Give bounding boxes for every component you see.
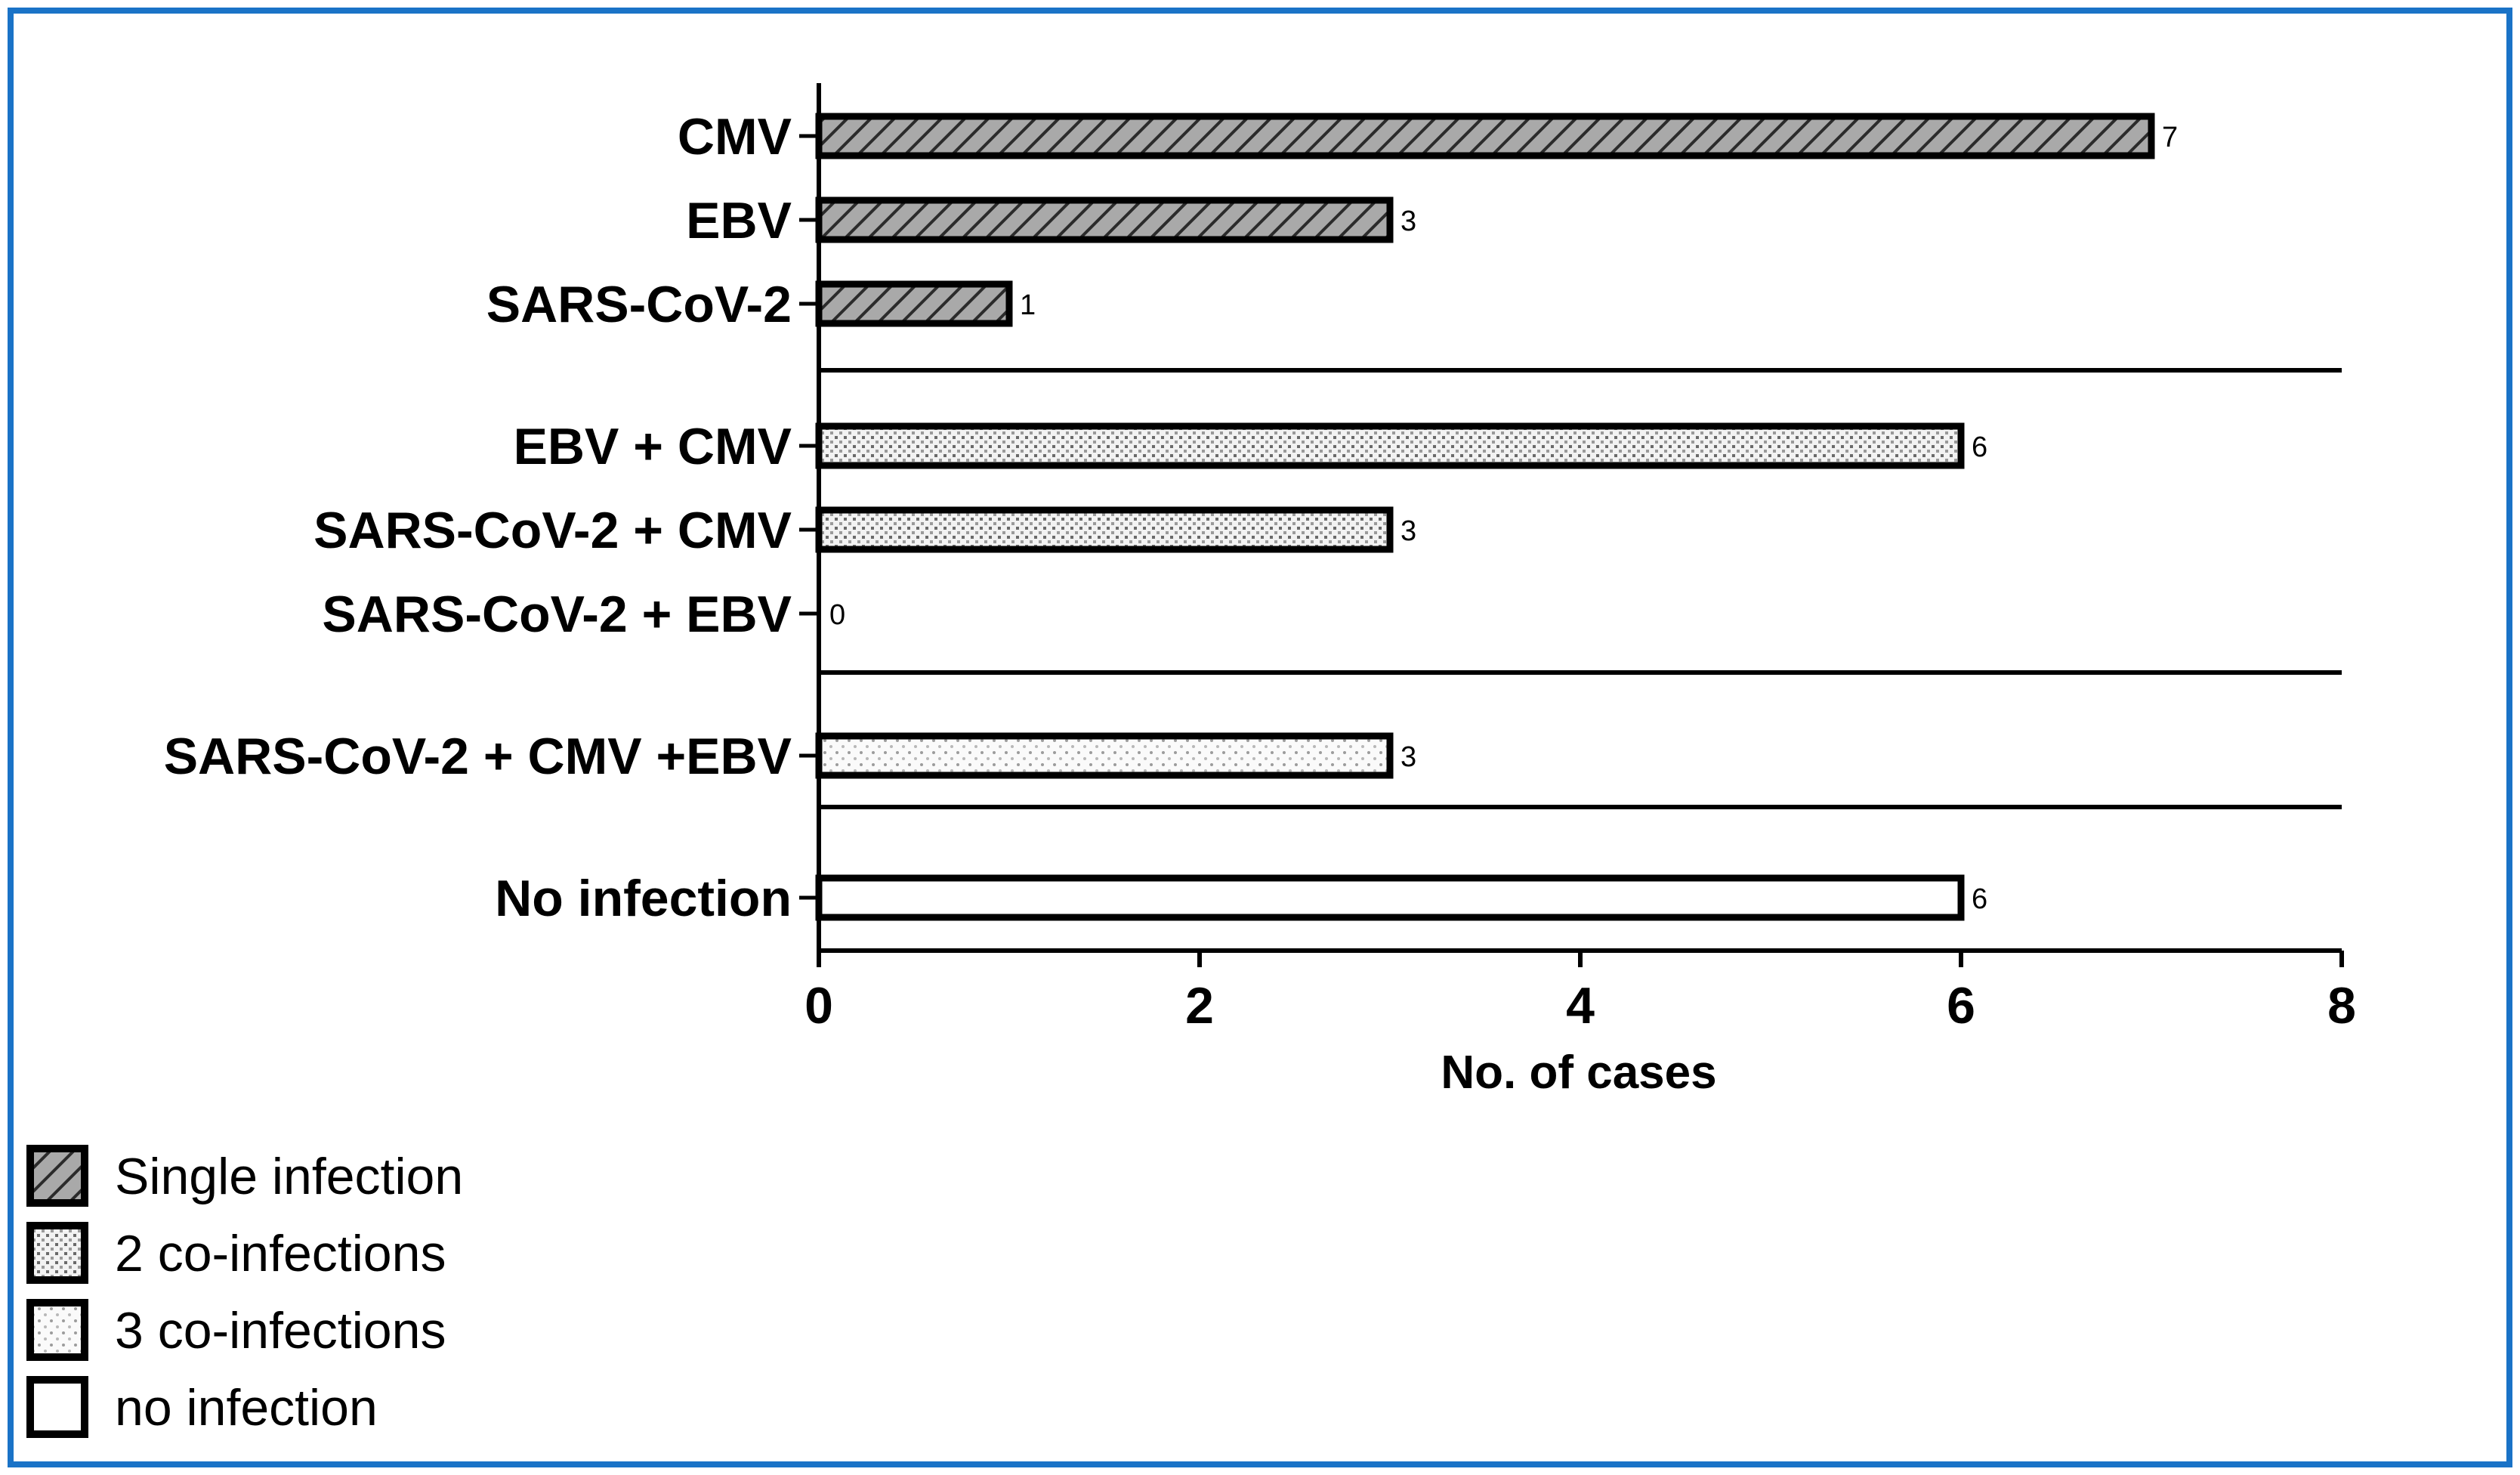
data-label: 6 xyxy=(1972,883,1987,915)
x-axis-title: No. of cases xyxy=(1441,1047,1716,1099)
category-label: CMV xyxy=(678,108,792,165)
x-tick-label: 8 xyxy=(2327,977,2356,1034)
data-label: 3 xyxy=(1401,741,1416,773)
category-label: EBV xyxy=(686,192,792,249)
legend-swatch xyxy=(26,1222,88,1284)
category-label: SARS-CoV-2 + EBV xyxy=(322,586,792,643)
legend-swatch xyxy=(26,1376,88,1438)
legend-label: no infection xyxy=(115,1379,378,1436)
data-label: 0 xyxy=(829,599,845,631)
data-labels: 7 3 1 6 3 0 3 6 xyxy=(829,122,2178,915)
x-tick-label: 2 xyxy=(1185,977,1214,1034)
bar xyxy=(815,506,1394,553)
category-label: EBV + CMV xyxy=(514,418,792,475)
data-label: 3 xyxy=(1401,206,1416,237)
bar xyxy=(815,422,1965,469)
category-label: No infection xyxy=(495,870,792,927)
bar xyxy=(815,732,1394,779)
data-label: 3 xyxy=(1401,515,1416,547)
legend: Single infection 2 co-infections 3 co-infe… xyxy=(26,1145,463,1438)
x-tick-label: 6 xyxy=(1947,977,1975,1034)
legend-label: Single infection xyxy=(115,1148,463,1205)
legend-swatch xyxy=(26,1299,88,1361)
category-label: SARS-CoV-2 + CMV xyxy=(313,502,792,559)
data-label: 6 xyxy=(1972,431,1987,463)
x-ticks: 0 2 4 6 8 xyxy=(804,951,2356,1034)
data-label: 1 xyxy=(1020,289,1036,321)
category-labels: CMV EBV SARS-CoV-2 EBV + CMV SARS-CoV-2 + CM… xyxy=(164,108,792,927)
bars xyxy=(815,113,2155,921)
category-label: SARS-CoV-2 + CMV +EBV xyxy=(164,728,792,785)
bar xyxy=(815,196,1394,243)
legend-swatch xyxy=(26,1145,88,1207)
category-label: SARS-CoV-2 xyxy=(486,276,792,333)
group-separators xyxy=(819,368,2342,809)
bar xyxy=(815,280,1013,327)
legend-label: 3 co-infections xyxy=(115,1302,446,1359)
x-tick-label: 4 xyxy=(1566,977,1595,1034)
legend-label: 2 co-infections xyxy=(115,1225,446,1282)
data-label: 7 xyxy=(2162,122,2178,153)
bar xyxy=(815,874,1965,921)
x-tick-label: 0 xyxy=(804,977,833,1034)
bar xyxy=(815,113,2155,159)
